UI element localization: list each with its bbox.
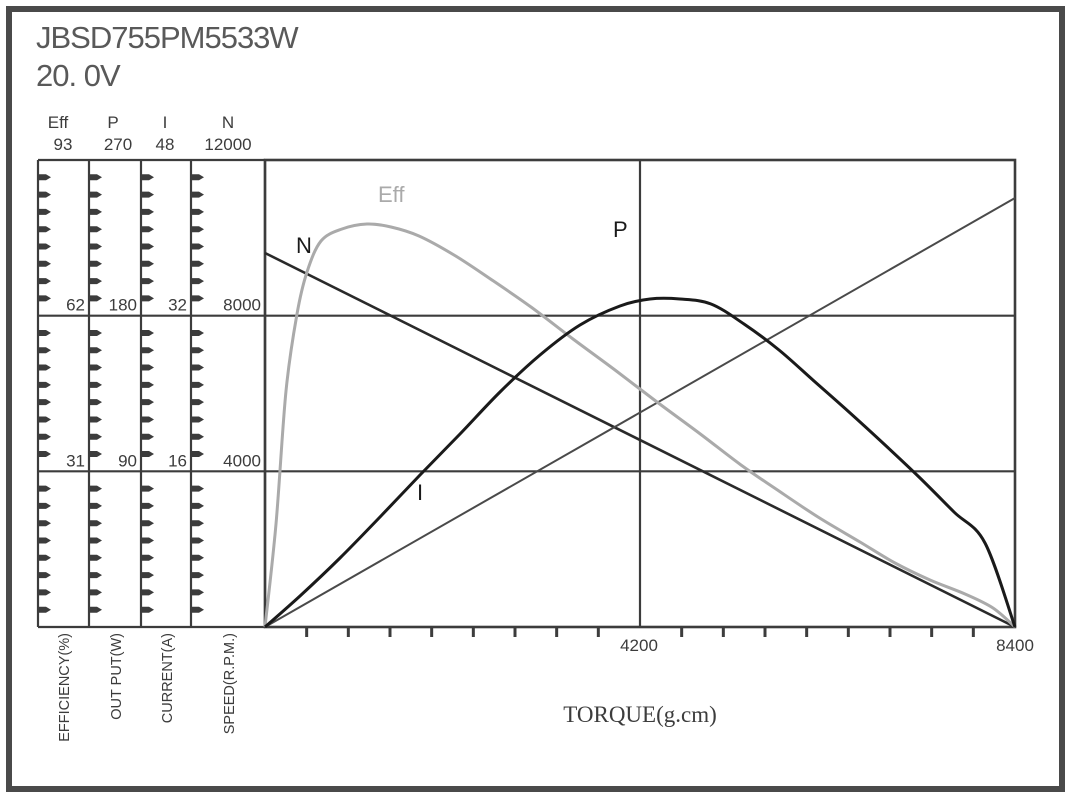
svg-text:I: I xyxy=(163,113,168,132)
svg-text:16: 16 xyxy=(168,451,187,470)
svg-text:20. 0V: 20. 0V xyxy=(36,58,121,93)
svg-text:32: 32 xyxy=(168,296,187,315)
svg-text:Eff: Eff xyxy=(48,113,69,132)
svg-text:12000: 12000 xyxy=(204,135,251,154)
svg-text:4000: 4000 xyxy=(223,451,261,470)
svg-text:93: 93 xyxy=(54,135,73,154)
svg-text:SPEED(R.P.M.): SPEED(R.P.M.) xyxy=(222,633,238,734)
svg-text:90: 90 xyxy=(118,451,137,470)
svg-text:N: N xyxy=(296,233,312,258)
svg-text:I: I xyxy=(417,480,423,505)
svg-text:270: 270 xyxy=(104,135,132,154)
svg-text:180: 180 xyxy=(109,296,137,315)
svg-text:CURRENT(A): CURRENT(A) xyxy=(160,633,176,723)
svg-text:P: P xyxy=(107,113,118,132)
svg-text:P: P xyxy=(613,217,628,242)
svg-text:EFFICIENCY(%): EFFICIENCY(%) xyxy=(57,633,73,742)
svg-text:N: N xyxy=(222,113,234,132)
svg-text:OUT PUT(W): OUT PUT(W) xyxy=(109,633,125,720)
svg-text:8400: 8400 xyxy=(996,636,1034,655)
svg-text:31: 31 xyxy=(66,451,85,470)
svg-text:Eff: Eff xyxy=(378,182,405,207)
svg-text:TORQUE(g.cm): TORQUE(g.cm) xyxy=(563,702,717,727)
svg-text:62: 62 xyxy=(66,296,85,315)
svg-text:4200: 4200 xyxy=(620,636,658,655)
svg-text:48: 48 xyxy=(156,135,175,154)
svg-text:8000: 8000 xyxy=(223,296,261,315)
svg-text:JBSD755PM5533W: JBSD755PM5533W xyxy=(36,20,299,55)
